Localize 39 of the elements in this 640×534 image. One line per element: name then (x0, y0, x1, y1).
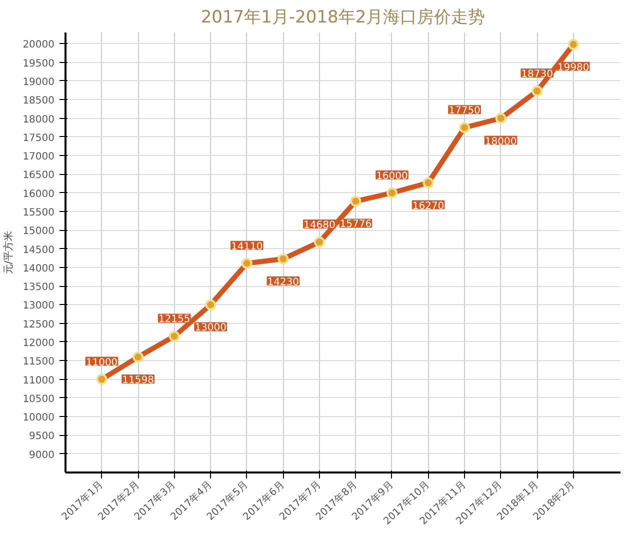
y-tick-label: 14500 (22, 244, 54, 256)
y-tick-label: 13000 (22, 300, 54, 312)
y-tick-label: 18500 (22, 96, 54, 107)
chart-title: 2017年1月-2018年2月海口房价走势 (200, 8, 486, 28)
y-tick-label: 19000 (22, 76, 54, 88)
y-tick-label: 16000 (22, 188, 54, 200)
data-label: 14110 (230, 241, 263, 252)
y-tick-label: 17500 (22, 132, 54, 144)
data-label: 13000 (194, 322, 227, 334)
data-label: 18730 (521, 69, 553, 80)
data-label: 19980 (557, 62, 590, 74)
data-label: 16270 (412, 200, 444, 212)
data-label: 11000 (86, 357, 118, 368)
y-tick-label: 14000 (22, 263, 54, 274)
y-tick-label: 13500 (22, 282, 54, 294)
y-tick-label: 17000 (22, 152, 54, 163)
data-label: 15776 (340, 219, 372, 230)
y-tick-label: 12000 (22, 338, 54, 349)
data-label: 18000 (484, 136, 517, 148)
data-label: 14680 (304, 220, 336, 232)
y-tick-label: 9000 (29, 450, 55, 461)
y-tick-label: 18000 (22, 114, 54, 126)
data-label: 14230 (267, 276, 300, 288)
y-tick-label: 15000 (22, 226, 54, 238)
data-label: 17750 (448, 106, 480, 117)
y-tick-label: 10000 (22, 412, 54, 424)
y-tick-label: 20000 (22, 40, 54, 51)
data-label: 16000 (376, 170, 408, 182)
data-label: 11598 (122, 374, 154, 386)
y-tick-label: 16500 (22, 170, 54, 182)
y-axis-title: 元/平方米 (2, 230, 15, 274)
y-tick-label: 15500 (22, 207, 54, 218)
data-label: 12155 (158, 314, 190, 326)
y-tick-label: 11000 (22, 375, 54, 386)
y-tick-label: 12500 (22, 319, 54, 330)
y-tick-label: 11500 (22, 356, 54, 368)
y-tick-label: 9500 (29, 431, 55, 442)
y-tick-label: 10500 (22, 394, 54, 405)
y-tick-label: 19500 (22, 58, 54, 70)
